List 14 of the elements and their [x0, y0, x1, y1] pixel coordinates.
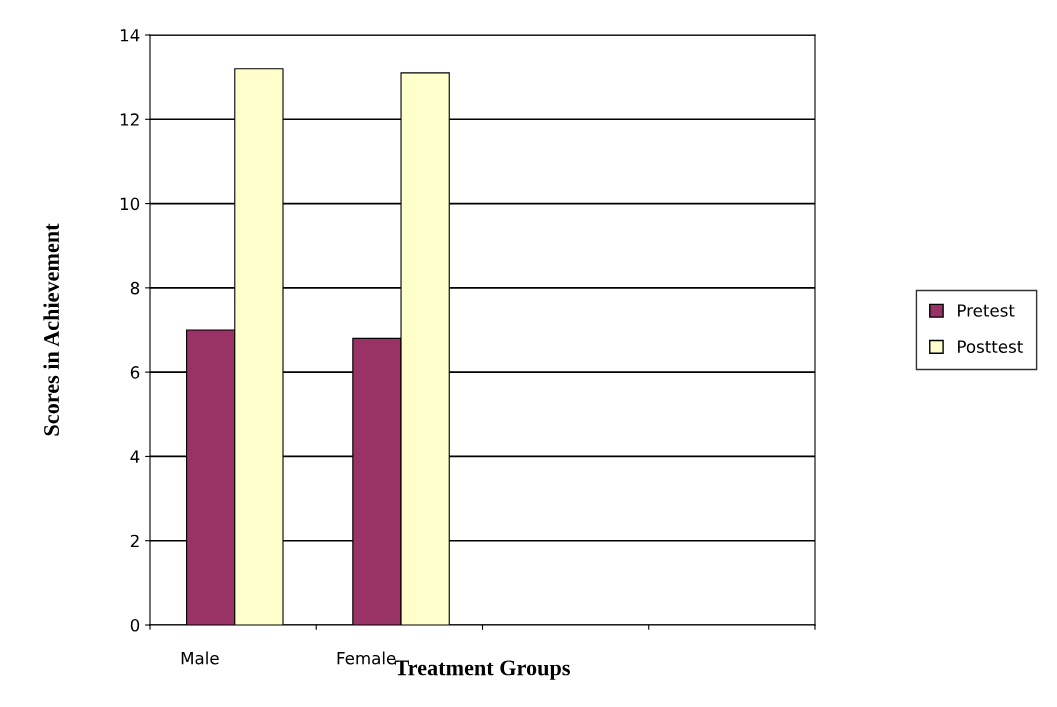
y-tick-label: 0 [130, 618, 140, 632]
legend-label: Posttest [958, 340, 1023, 353]
y-tick-label: 4 [130, 450, 140, 463]
y-tick-label: 6 [130, 366, 140, 379]
y-tick-label: 10 [120, 197, 140, 211]
x-tick-label: Male [181, 651, 219, 665]
y-tick-label: 8 [130, 281, 140, 295]
y-tick-label: 14 [120, 29, 140, 42]
x-tick-label: Female [337, 651, 396, 665]
x-axis-title: Treatment Groups [394, 660, 570, 680]
legend-label: Pretest [958, 304, 1015, 317]
y-tick-label: 12 [120, 113, 139, 126]
y-tick-label: 2 [130, 534, 139, 548]
y-axis-title: Scores in Achievement [43, 223, 59, 436]
